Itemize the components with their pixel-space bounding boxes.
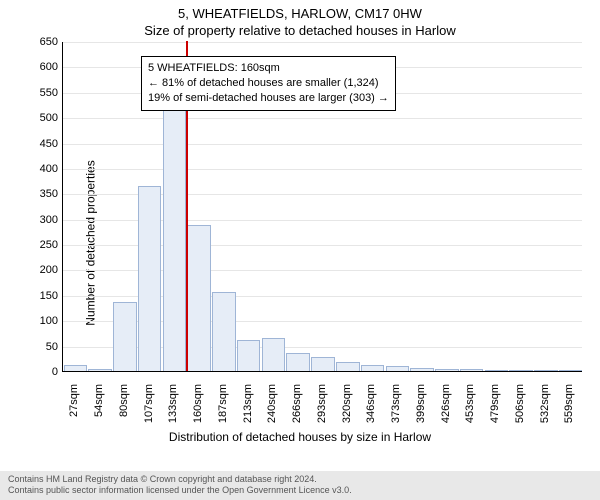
page-title: 5, WHEATFIELDS, HARLOW, CM17 0HW (0, 0, 600, 21)
gridline (63, 169, 582, 170)
gridline (63, 118, 582, 119)
x-tick-label: 346sqm (366, 384, 378, 423)
footer-attribution: Contains HM Land Registry data © Crown c… (0, 471, 600, 500)
y-tick-label: 300 (30, 214, 58, 226)
y-tick-label: 500 (30, 112, 58, 124)
y-tick-label: 250 (30, 239, 58, 251)
histogram-bar (435, 369, 459, 371)
x-tick-label: 27sqm (68, 384, 80, 417)
y-tick-label: 600 (30, 61, 58, 73)
histogram-bar (88, 369, 112, 371)
page-subtitle: Size of property relative to detached ho… (0, 21, 600, 38)
histogram-bar (237, 340, 261, 371)
y-tick-label: 350 (30, 188, 58, 200)
y-tick-label: 550 (30, 87, 58, 99)
gridline (63, 144, 582, 145)
annotation-line: ← 81% of detached houses are smaller (1,… (148, 76, 389, 91)
histogram-bar (534, 370, 558, 371)
x-ticks: 27sqm 54sqm 80sqm 107sqm 133sqm 160sqm 187sqm 2… (62, 374, 582, 430)
annotation-line: 19% of semi-detached houses are larger (… (148, 91, 389, 106)
x-tick-label: 293sqm (316, 384, 328, 423)
x-tick-label: 266sqm (291, 384, 303, 423)
histogram-bar (64, 365, 88, 371)
histogram-bar (212, 292, 236, 371)
gridline (63, 42, 582, 43)
histogram-bar (509, 370, 533, 371)
x-tick-label: 320sqm (341, 384, 353, 423)
footer-line: Contains HM Land Registry data © Crown c… (8, 474, 592, 486)
x-tick-label: 559sqm (564, 384, 576, 423)
histogram-bar (485, 370, 509, 371)
y-tick-label: 50 (30, 341, 58, 353)
x-tick-label: 453sqm (465, 384, 477, 423)
y-tick-label: 150 (30, 290, 58, 302)
x-tick-label: 54sqm (93, 384, 105, 417)
y-tick-label: 0 (30, 366, 58, 378)
x-tick-label: 213sqm (242, 384, 254, 423)
x-tick-label: 479sqm (489, 384, 501, 423)
histogram-bar (311, 357, 335, 371)
histogram-bar (262, 338, 286, 371)
plot-area: 5 WHEATFIELDS: 160sqm← 81% of detached h… (62, 42, 582, 372)
histogram-bar (410, 368, 434, 371)
x-tick-label: 506sqm (514, 384, 526, 423)
x-tick-label: 107sqm (143, 384, 155, 423)
y-tick-label: 200 (30, 264, 58, 276)
histogram-bar (386, 366, 410, 371)
histogram-bar (113, 302, 137, 371)
x-tick-label: 399sqm (415, 384, 427, 423)
y-tick-label: 450 (30, 138, 58, 150)
x-tick-label: 80sqm (118, 384, 130, 417)
histogram-bar (163, 99, 187, 371)
x-tick-label: 133sqm (167, 384, 179, 423)
x-tick-label: 187sqm (217, 384, 229, 423)
y-tick-label: 100 (30, 315, 58, 327)
x-tick-label: 532sqm (539, 384, 551, 423)
annotation-box: 5 WHEATFIELDS: 160sqm← 81% of detached h… (141, 56, 396, 111)
annotation-line: 5 WHEATFIELDS: 160sqm (148, 61, 389, 76)
y-tick-label: 400 (30, 163, 58, 175)
histogram-bar (286, 353, 310, 371)
histogram-bar (559, 370, 583, 371)
x-tick-label: 373sqm (390, 384, 402, 423)
footer-line: Contains public sector information licen… (8, 485, 592, 497)
histogram-chart: Number of detached properties 5 WHEATFIE… (0, 38, 600, 448)
histogram-bar (361, 365, 385, 371)
histogram-bar (187, 225, 211, 371)
x-tick-label: 240sqm (266, 384, 278, 423)
histogram-bar (460, 369, 484, 371)
x-tick-label: 160sqm (192, 384, 204, 423)
y-tick-label: 650 (30, 36, 58, 48)
x-tick-label: 426sqm (440, 384, 452, 423)
x-axis-label: Distribution of detached houses by size … (0, 430, 600, 444)
histogram-bar (138, 186, 162, 371)
histogram-bar (336, 362, 360, 371)
